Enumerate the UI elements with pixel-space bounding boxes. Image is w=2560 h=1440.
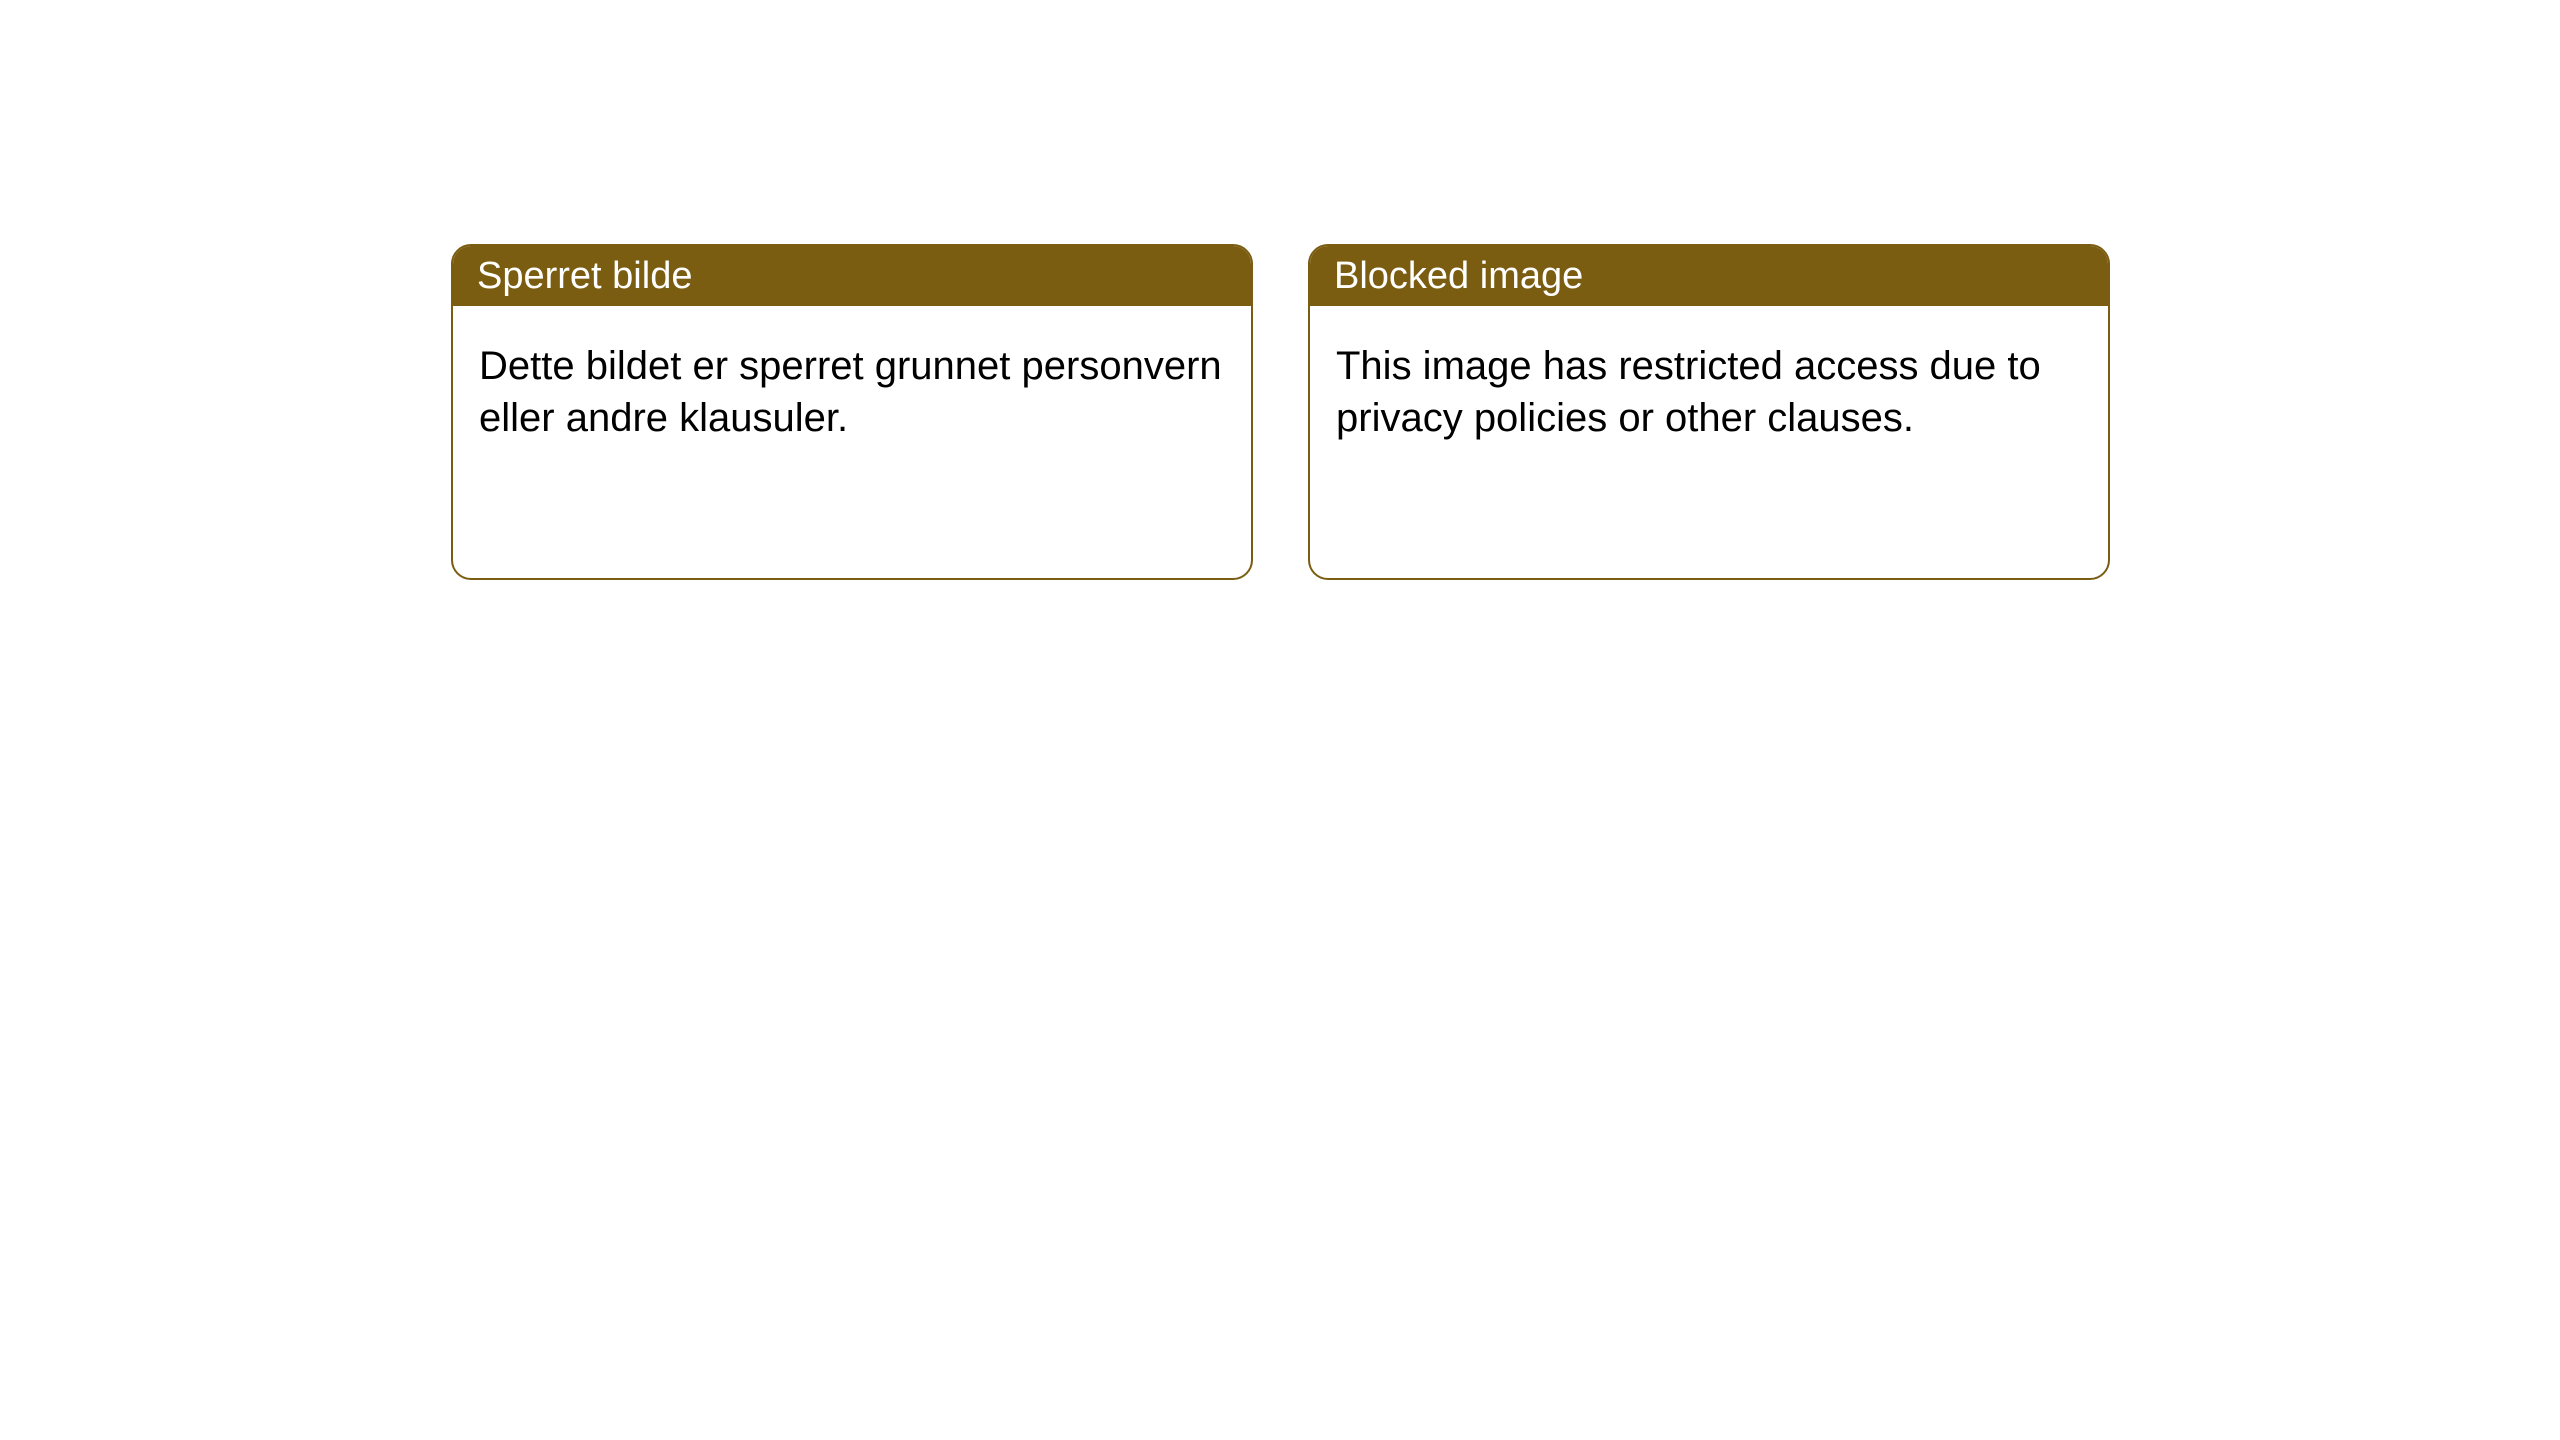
notice-card-english: Blocked image This image has restricted … [1308, 244, 2110, 580]
card-body: Dette bildet er sperret grunnet personve… [453, 306, 1251, 478]
card-body: This image has restricted access due to … [1310, 306, 2108, 478]
card-header: Sperret bilde [453, 246, 1251, 306]
card-body-text: This image has restricted access due to … [1336, 344, 2041, 440]
card-body-text: Dette bildet er sperret grunnet personve… [479, 344, 1222, 440]
notice-card-norwegian: Sperret bilde Dette bildet er sperret gr… [451, 244, 1253, 580]
card-title: Blocked image [1334, 255, 1583, 298]
notice-container: Sperret bilde Dette bildet er sperret gr… [451, 244, 2110, 580]
card-title: Sperret bilde [477, 255, 692, 298]
card-header: Blocked image [1310, 246, 2108, 306]
